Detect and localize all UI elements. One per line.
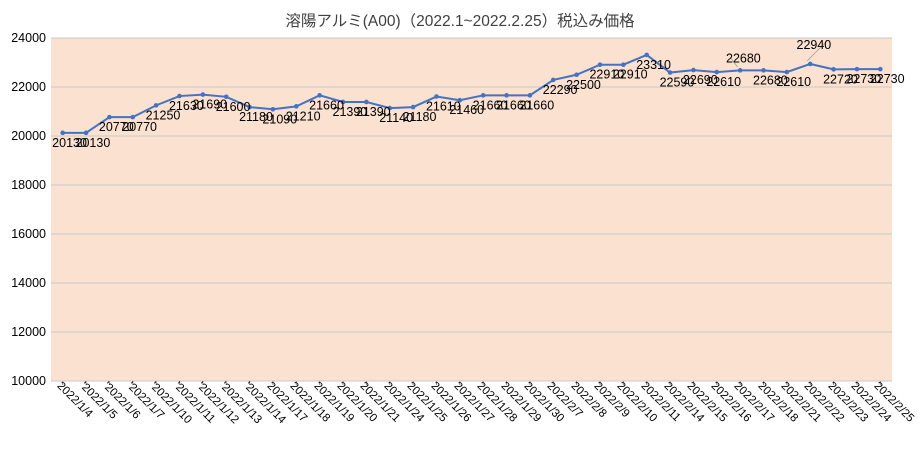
svg-text:22680: 22680: [726, 52, 761, 66]
svg-text:21660: 21660: [519, 98, 554, 112]
svg-text:22940: 22940: [797, 38, 832, 52]
svg-text:22730: 22730: [870, 72, 905, 86]
svg-text:22610: 22610: [776, 75, 811, 89]
svg-text:20130: 20130: [76, 136, 111, 150]
svg-text:23310: 23310: [636, 58, 671, 72]
svg-text:22610: 22610: [706, 75, 741, 89]
